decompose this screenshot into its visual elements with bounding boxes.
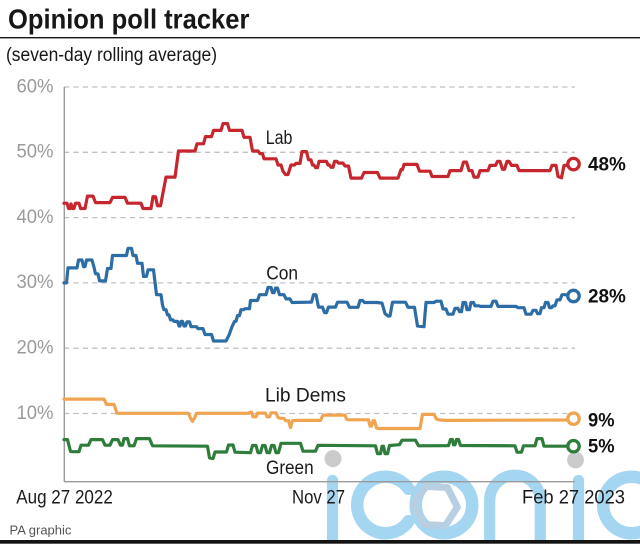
svg-text:PA graphic: PA graphic: [10, 522, 72, 537]
svg-text:Nov 27: Nov 27: [292, 487, 345, 508]
svg-text:5%: 5%: [588, 437, 615, 458]
svg-text:40%: 40%: [17, 207, 54, 228]
svg-text:60%: 60%: [17, 76, 54, 97]
svg-text:10%: 10%: [17, 403, 54, 424]
svg-text:28%: 28%: [588, 286, 626, 307]
svg-text:20%: 20%: [17, 338, 54, 359]
svg-text:50%: 50%: [17, 142, 54, 163]
svg-text:Lib Dems: Lib Dems: [265, 386, 346, 407]
svg-text:Con: Con: [266, 264, 298, 285]
svg-text:30%: 30%: [17, 272, 54, 293]
svg-text:48%: 48%: [588, 154, 626, 175]
svg-text:Lab: Lab: [266, 128, 293, 149]
svg-text:9%: 9%: [588, 410, 615, 431]
svg-text:Opinion poll tracker: Opinion poll tracker: [8, 3, 249, 34]
svg-text:Feb 27 2023: Feb 27 2023: [522, 487, 625, 508]
svg-text:Aug 27 2022: Aug 27 2022: [16, 487, 113, 508]
svg-text:(seven-day rolling average): (seven-day rolling average): [6, 45, 217, 66]
svg-text:Green: Green: [266, 458, 314, 479]
